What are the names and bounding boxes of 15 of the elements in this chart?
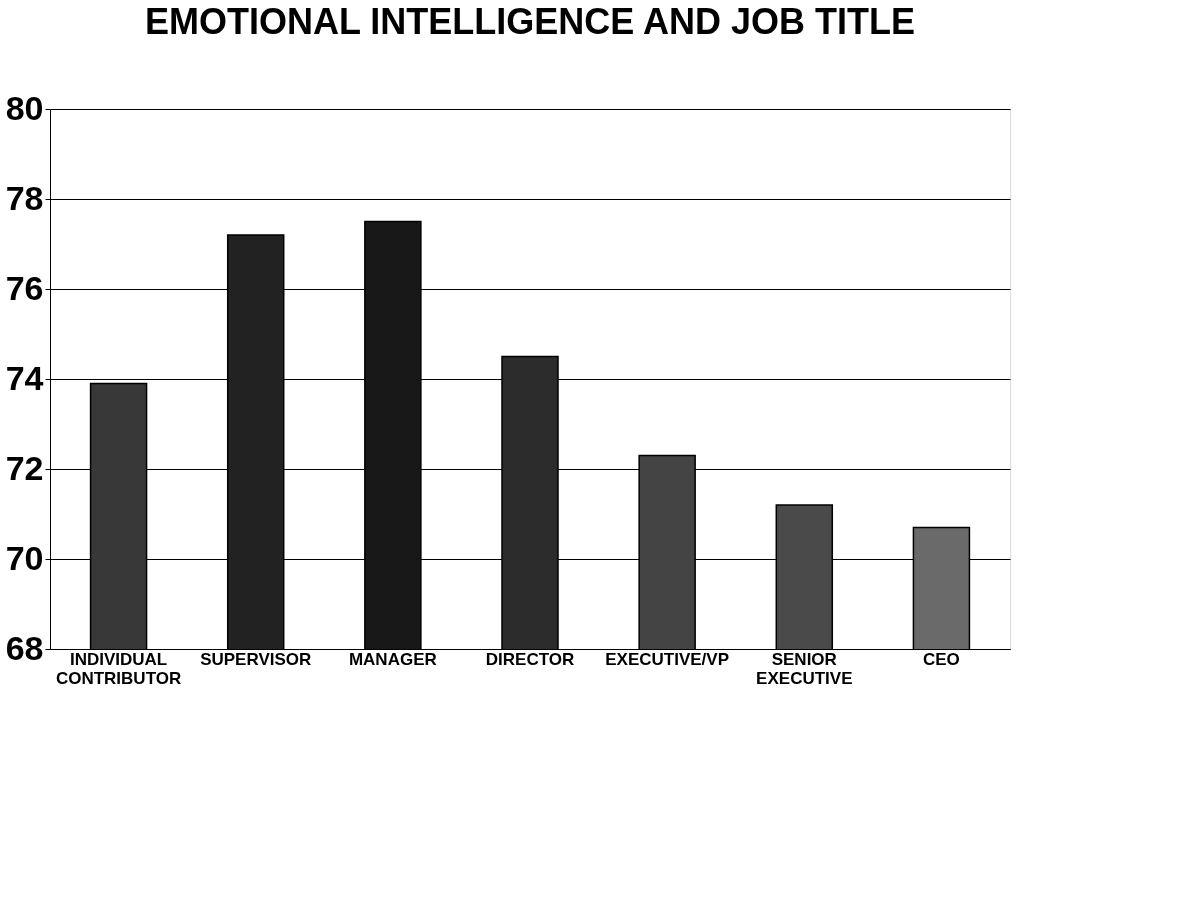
x-tick-label: EXECUTIVE/VP (605, 649, 730, 669)
y-tick-label: 76 (5, 268, 44, 307)
x-tick-label: SENIOR EXECUTIVE (756, 649, 853, 688)
x-tick-label: INDIVIDUAL CONTRIBUTOR (55, 649, 182, 688)
y-tick-label: 72 (5, 448, 44, 487)
y-tick-label: 78 (5, 178, 44, 217)
chart-title: EMOTIONAL INTELLIGENCE AND JOB TITLE (144, 1, 916, 42)
y-tick-label: 74 (5, 358, 44, 397)
y-tick-label: 80 (5, 88, 44, 127)
x-tick-label: CEO (923, 649, 960, 669)
y-tick-label: 68 (5, 628, 44, 667)
y-tick-label: 70 (5, 538, 44, 577)
x-tick-label: SUPERVISOR (200, 649, 312, 669)
x-tick-label: MANAGER (348, 649, 437, 669)
x-tick-label: DIRECTOR (485, 649, 575, 669)
